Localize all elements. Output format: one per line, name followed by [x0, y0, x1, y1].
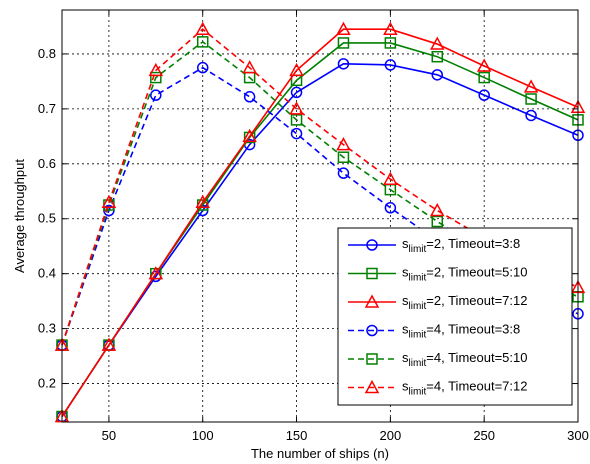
y-tick-label: 0.6: [38, 156, 56, 171]
legend-label-params: =2, Timeout=5:10: [426, 265, 527, 280]
legend-label-subscript: limit: [409, 273, 427, 284]
legend-label-params: =4, Timeout=7:12: [426, 379, 527, 394]
y-tick-label: 0.3: [38, 321, 56, 336]
y-tick-label: 0.8: [38, 46, 56, 61]
data-point: [338, 168, 348, 178]
data-point: [151, 90, 161, 100]
data-point: [432, 216, 442, 226]
legend-label-params: =2, Timeout=3:8: [426, 236, 520, 251]
y-axis-label: Average throughput: [12, 159, 27, 273]
legend-label-params: =4, Timeout=3:8: [426, 322, 520, 337]
y-tick-label: 0.5: [38, 211, 56, 226]
x-tick-label: 200: [380, 428, 402, 443]
x-tick-label: 250: [473, 428, 495, 443]
legend-label-subscript: limit: [409, 301, 427, 312]
x-axis-label: The number of ships (n): [251, 446, 389, 461]
legend-label-subscript: limit: [409, 358, 427, 369]
y-tick-label: 0.7: [38, 101, 56, 116]
x-tick-label: 100: [192, 428, 214, 443]
legend-label-params: =4, Timeout=5:10: [426, 350, 527, 365]
y-tick-label: 0.2: [38, 376, 56, 391]
x-tick-label: 150: [286, 428, 308, 443]
x-tick-label: 300: [567, 428, 589, 443]
legend-label-subscript: limit: [409, 330, 427, 341]
data-point: [245, 92, 255, 102]
legend-label-params: =2, Timeout=7:12: [426, 293, 527, 308]
y-tick-label: 0.4: [38, 266, 56, 281]
x-tick-label: 50: [102, 428, 116, 443]
legend-label-subscript: limit: [409, 244, 427, 255]
legend-label-subscript: limit: [409, 387, 427, 398]
